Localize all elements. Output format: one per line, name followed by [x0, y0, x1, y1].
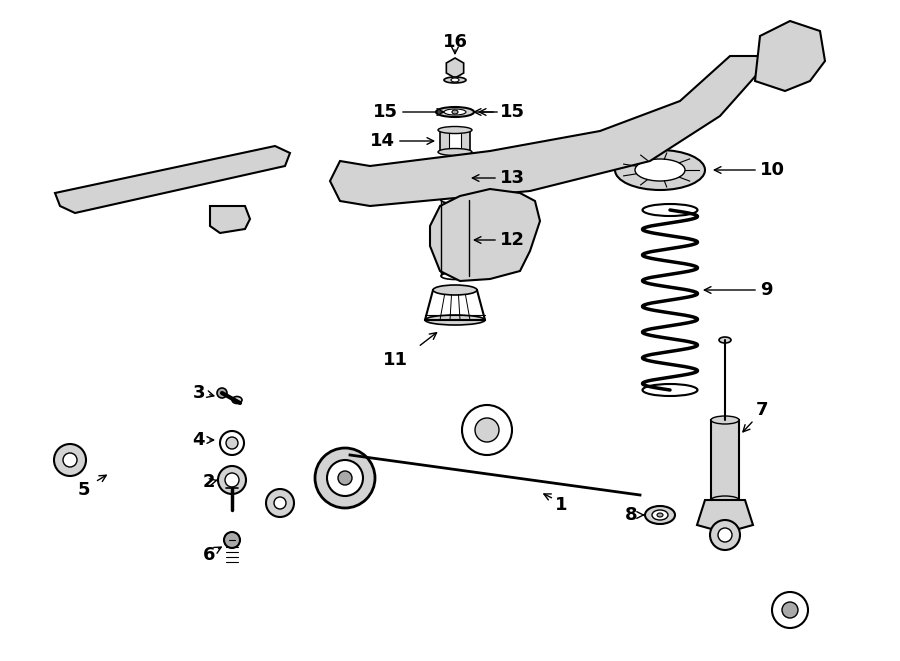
Ellipse shape — [425, 315, 485, 325]
Circle shape — [54, 444, 86, 476]
Text: 14: 14 — [370, 132, 394, 150]
Text: 4: 4 — [193, 431, 205, 449]
Circle shape — [224, 532, 240, 548]
Ellipse shape — [451, 176, 459, 180]
Text: 15: 15 — [373, 103, 398, 121]
Ellipse shape — [444, 109, 466, 115]
Text: 6: 6 — [202, 546, 215, 564]
Text: 3: 3 — [193, 384, 205, 402]
Circle shape — [218, 466, 246, 494]
Ellipse shape — [232, 397, 242, 403]
Bar — [440, 130, 470, 152]
Text: 16: 16 — [443, 33, 467, 51]
Ellipse shape — [444, 77, 466, 83]
Polygon shape — [430, 189, 540, 281]
Circle shape — [274, 497, 286, 509]
Circle shape — [315, 448, 375, 508]
Ellipse shape — [438, 126, 472, 134]
Circle shape — [266, 489, 294, 517]
Text: 13: 13 — [500, 169, 525, 187]
Polygon shape — [210, 206, 250, 233]
Circle shape — [710, 520, 740, 550]
Ellipse shape — [441, 272, 469, 280]
Circle shape — [225, 473, 239, 487]
Ellipse shape — [451, 78, 459, 82]
Ellipse shape — [435, 168, 475, 188]
Circle shape — [462, 405, 512, 455]
Circle shape — [338, 471, 352, 485]
Circle shape — [327, 460, 363, 496]
Polygon shape — [330, 56, 760, 206]
Text: 5: 5 — [77, 481, 90, 499]
Ellipse shape — [615, 150, 705, 190]
Ellipse shape — [657, 513, 663, 517]
Ellipse shape — [719, 337, 731, 343]
Text: 15: 15 — [500, 103, 525, 121]
Polygon shape — [446, 58, 464, 78]
Text: 8: 8 — [626, 506, 638, 524]
Text: 1: 1 — [555, 496, 568, 514]
Text: 9: 9 — [760, 281, 772, 299]
Circle shape — [220, 431, 244, 455]
Text: 12: 12 — [500, 231, 525, 249]
Ellipse shape — [452, 110, 458, 114]
Circle shape — [718, 528, 732, 542]
Bar — [449, 133, 461, 149]
Bar — [711, 420, 739, 500]
Ellipse shape — [711, 496, 739, 504]
Circle shape — [217, 388, 227, 398]
Circle shape — [63, 453, 77, 467]
Polygon shape — [55, 146, 290, 213]
Ellipse shape — [445, 173, 465, 183]
Ellipse shape — [436, 107, 474, 117]
Text: 10: 10 — [760, 161, 785, 179]
Text: 2: 2 — [202, 473, 215, 491]
Ellipse shape — [433, 285, 477, 295]
Polygon shape — [755, 21, 825, 91]
Polygon shape — [697, 500, 753, 530]
Text: 7: 7 — [756, 401, 769, 419]
Ellipse shape — [441, 196, 469, 204]
Ellipse shape — [711, 416, 739, 424]
Circle shape — [782, 602, 798, 618]
Ellipse shape — [645, 506, 675, 524]
Circle shape — [226, 437, 238, 449]
Circle shape — [475, 418, 499, 442]
Ellipse shape — [652, 510, 668, 520]
Text: 11: 11 — [382, 351, 408, 369]
Ellipse shape — [635, 159, 685, 181]
Ellipse shape — [438, 149, 472, 155]
Circle shape — [772, 592, 808, 628]
